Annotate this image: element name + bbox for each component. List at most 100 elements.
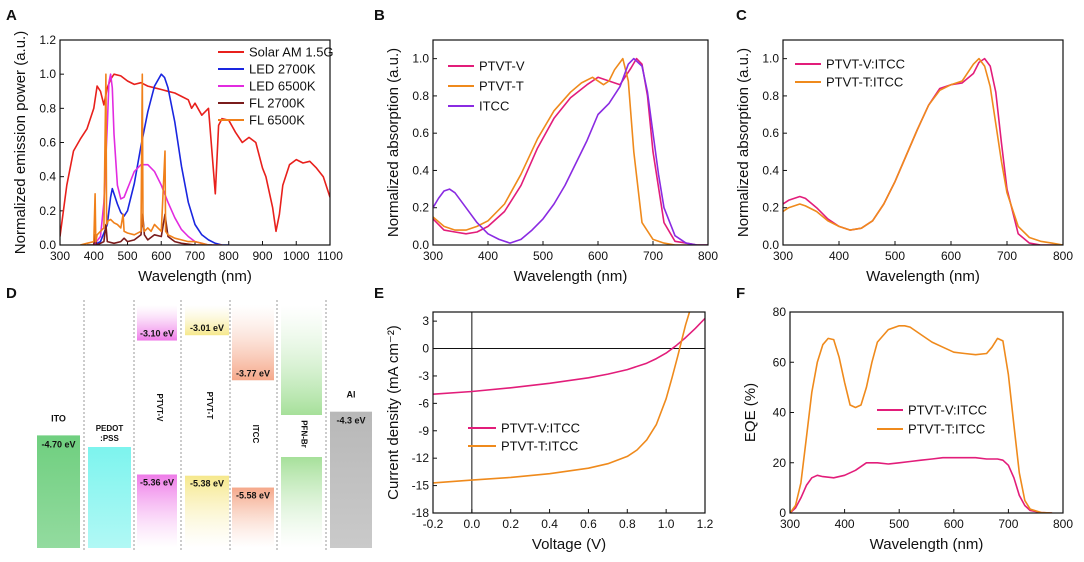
plot-frame — [432, 311, 706, 514]
x-tick-label: 0.6 — [580, 517, 597, 531]
homo-label-ptvt-t: -5.38 eV — [190, 479, 224, 489]
x-tick-label: 1000 — [283, 249, 310, 263]
y-tick-label: 1.0 — [412, 52, 429, 66]
y-tick-label: 0.8 — [762, 89, 779, 103]
legend-label: PTVT-T — [479, 79, 524, 94]
x-tick-label: 500 — [889, 517, 909, 531]
series-line-solar-am-1-5g — [60, 73, 330, 237]
htl-bar-pedot — [88, 447, 131, 548]
homo-label-itcc: -5.58 eV — [236, 491, 270, 501]
x-tick-label: 300 — [50, 249, 70, 263]
panel-label-f: F — [736, 285, 745, 302]
y-tick-label: 0.0 — [39, 238, 56, 252]
x-tick-label: 700 — [643, 249, 663, 263]
material-label-pedot-line2: :PSS — [100, 434, 119, 443]
legend-label: PTVT-V:ITCC — [908, 403, 987, 418]
y-axis-title: EQE (%) — [742, 383, 759, 442]
y-tick-label: 0.2 — [762, 201, 779, 215]
x-tick-label: 300 — [773, 249, 793, 263]
series-line-ptvt-v — [433, 57, 708, 245]
x-tick-label: 0.4 — [541, 517, 558, 531]
legend-label: Solar AM 1.5G — [249, 45, 334, 60]
series-line-itcc — [433, 57, 708, 245]
y-axis-title: Normalized absorption (a.u.) — [735, 48, 752, 237]
y-tick-label: 40 — [773, 406, 787, 420]
panel-label-a: A — [6, 7, 17, 24]
x-tick-label: 400 — [84, 249, 104, 263]
series-line-led-2700k — [93, 73, 229, 245]
y-tick-label: -18 — [412, 506, 430, 520]
level-label-al: -4.3 eV — [336, 416, 365, 426]
y-tick-label: 0.2 — [39, 204, 56, 218]
material-label-ptvt-v: PTVT-V — [155, 394, 164, 423]
chart-c: 300 400 500 600 700 800 0.0 0.2 0.4 0.6 0.8 1.0 Wave… — [735, 39, 1073, 285]
panel-label-b: B — [374, 7, 385, 24]
y-tick-label: 0.6 — [762, 126, 779, 140]
x-tick-label: 600 — [941, 249, 961, 263]
x-tick-label: 1.2 — [697, 517, 714, 531]
lumo-bar-ptvt-v — [137, 305, 177, 341]
lumo-bar-itcc — [232, 305, 274, 381]
x-axis-title: Wavelength (nm) — [866, 268, 980, 285]
series-line-fl-2700k — [87, 213, 212, 245]
legend-label: PTVT-V:ITCC — [501, 421, 580, 436]
y-tick-label: 60 — [773, 355, 787, 369]
y-tick-label: -12 — [412, 451, 430, 465]
legend-label: PTVT-T:ITCC — [501, 439, 578, 454]
legend-label: PTVT-T:ITCC — [908, 422, 985, 437]
legend-label: ITCC — [479, 99, 509, 114]
x-tick-label: 1.0 — [658, 517, 675, 531]
x-tick-label: 600 — [151, 249, 171, 263]
lumo-bar-ptvt-t — [185, 305, 229, 336]
series-line-ptvt-t — [433, 57, 708, 245]
material-label-pedot: PEDOT — [96, 424, 124, 433]
x-axis-title: Wavelength (nm) — [870, 536, 984, 553]
x-tick-label: 1100 — [317, 249, 343, 263]
x-tick-label: 900 — [252, 249, 272, 263]
chart-d: ITO -4.70 eV PEDOT:PSS -3.10 eV -5.36 eV PTVT… — [37, 300, 372, 552]
x-tick-label: 400 — [478, 249, 498, 263]
x-tick-label: 500 — [117, 249, 137, 263]
chart-b: 300 400 500 600 700 800 0.0 0.2 0.4 0.6 0.8 1.0 Wave… — [385, 39, 718, 285]
y-tick-label: 0 — [422, 342, 429, 356]
homo-label-ptvt-v: -5.36 eV — [140, 478, 174, 488]
plot-frame — [59, 39, 331, 246]
plot-frame — [432, 39, 709, 246]
y-axis-title: Normalized absorption (a.u.) — [385, 48, 402, 237]
lumo-label-ptvt-t: -3.01 eV — [190, 323, 224, 333]
legend-label: PTVT-V:ITCC — [826, 57, 905, 72]
y-tick-label: 80 — [773, 305, 787, 319]
etl-top-bar-pfn-br — [281, 305, 322, 415]
series-line-ptvt-t-itcc — [433, 312, 691, 484]
chart-e: -0.2 0.0 0.2 0.4 0.6 0.8 1.0 1.2 -18 -15 -12 -9 -6 -3… — [385, 311, 714, 553]
x-tick-label: 0.2 — [502, 517, 519, 531]
y-tick-label: 3 — [422, 314, 429, 328]
panel-label-d: D — [6, 285, 17, 302]
x-tick-label: 800 — [698, 249, 718, 263]
y-tick-label: 0.2 — [412, 201, 429, 215]
x-tick-label: 700 — [998, 517, 1018, 531]
y-axis-title: Current density (mA cm⁻²) — [385, 325, 402, 500]
x-tick-label: 800 — [1053, 517, 1073, 531]
series-line-ptvt-t-itcc — [783, 57, 1063, 245]
y-tick-label: 0.6 — [412, 126, 429, 140]
material-label-al: Al — [347, 390, 356, 400]
series-line-ptvt-t-itcc — [790, 325, 1053, 513]
y-tick-label: 0.6 — [39, 136, 56, 150]
x-tick-label: 700 — [185, 249, 205, 263]
series-line-led-6500k — [93, 73, 222, 245]
homo-bar-ptvt-v — [137, 474, 177, 548]
homo-bar-ptvt-t — [185, 475, 229, 548]
x-tick-label: 400 — [835, 517, 855, 531]
electrode-bar-al — [330, 411, 372, 548]
series-line-fl-6500k — [80, 73, 222, 245]
x-tick-label: 600 — [944, 517, 964, 531]
x-tick-label: 500 — [885, 249, 905, 263]
legend-label: LED 6500K — [249, 79, 316, 94]
y-tick-label: -3 — [418, 369, 429, 383]
y-tick-label: 0.0 — [412, 238, 429, 252]
y-tick-label: 0.0 — [762, 238, 779, 252]
y-tick-label: 0.4 — [39, 170, 56, 184]
x-tick-label: 800 — [1053, 249, 1073, 263]
